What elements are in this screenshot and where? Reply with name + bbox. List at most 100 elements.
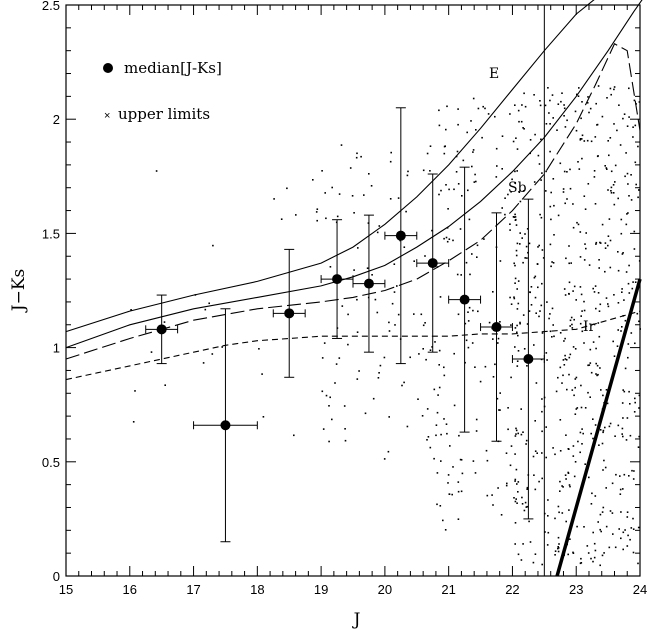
scatter-point [568, 292, 570, 295]
x-tick-label: 17 [186, 582, 200, 597]
scatter-point [573, 318, 575, 321]
scatter-point [577, 440, 579, 443]
scatter-point [557, 550, 560, 553]
scatter-point [584, 407, 587, 409]
scatter-point [501, 207, 503, 209]
scatter-point [619, 488, 622, 491]
scatter-point [391, 302, 394, 305]
x-axis-label: J [352, 610, 361, 630]
scatter-point [637, 145, 639, 148]
scatter-point [521, 104, 523, 106]
scatter-point [574, 348, 577, 350]
x-tick-label: 21 [441, 582, 455, 597]
scatter-point [456, 150, 459, 153]
scatter-point [592, 287, 594, 290]
scatter-point [552, 117, 554, 119]
scatter-point [624, 319, 627, 322]
scatter-point [579, 286, 582, 288]
scatter-point [316, 219, 318, 222]
scatter-point [583, 195, 586, 197]
scatter-point [613, 355, 616, 357]
scatter-point [632, 478, 635, 480]
scatter-point [515, 249, 518, 252]
scatter-point [553, 204, 555, 207]
scatter-point [509, 464, 512, 467]
x-tick-label: 23 [569, 582, 583, 597]
scatter-point [258, 348, 260, 350]
scatter-point [599, 241, 601, 244]
x-tick-label: 16 [123, 582, 137, 597]
scatter-point [575, 129, 578, 132]
scatter-point [356, 298, 358, 301]
scatter-point [471, 253, 473, 255]
scatter-point [610, 190, 612, 192]
scatter-point [541, 398, 543, 400]
scatter-point [472, 460, 475, 462]
scatter-point [625, 152, 627, 154]
scatter-point [624, 175, 626, 178]
scatter-point [262, 416, 265, 418]
scatter-point [634, 342, 636, 345]
scatter-point [598, 259, 600, 261]
scatter-point [516, 365, 519, 367]
scatter-point [461, 195, 463, 197]
scatter-point [321, 357, 324, 359]
scatter-point [622, 252, 624, 254]
scatter-point [526, 365, 528, 367]
legend-label-median: median[J-Ks] [124, 59, 222, 77]
scatter-point [407, 170, 409, 173]
scatter-point [455, 171, 458, 173]
scatter-point [594, 285, 597, 287]
scatter-point [321, 390, 324, 393]
scatter-point [438, 349, 441, 352]
scatter-point [376, 231, 379, 234]
scatter-point [563, 364, 566, 366]
scatter-point [439, 296, 442, 298]
scatter-point [600, 530, 602, 533]
scatter-point [606, 402, 609, 405]
scatter-point [569, 538, 571, 540]
scatter-point [583, 342, 585, 344]
scatter-point [516, 483, 518, 485]
scatter-point [599, 367, 601, 369]
scatter-point [622, 117, 624, 120]
scatter-point [520, 559, 523, 561]
scatter-point [521, 503, 524, 505]
scatter-point [602, 469, 604, 471]
scatter-point [568, 509, 570, 511]
scatter-point [626, 545, 629, 547]
scatter-point [445, 236, 448, 239]
scatter-point [557, 547, 560, 549]
scatter-point [601, 442, 604, 445]
scatter-point [580, 293, 583, 296]
scatter-point [426, 408, 429, 410]
scatter-point [452, 239, 454, 242]
x-tick-label: 20 [378, 582, 392, 597]
scatter-point [517, 350, 520, 352]
scatter-point [376, 311, 379, 314]
scatter-point [579, 256, 582, 258]
scatter-point [513, 497, 515, 499]
scatter-point [555, 390, 558, 393]
scatter-point [528, 242, 531, 245]
scatter-point [581, 310, 583, 312]
scatter-point [610, 170, 613, 173]
scatter-point [626, 125, 629, 127]
scatter-point [453, 352, 455, 355]
upper-limit-boundary [555, 278, 642, 577]
scatter-point [334, 382, 336, 384]
scatter-point [635, 183, 637, 186]
scatter-point [612, 533, 614, 535]
scatter-point [631, 287, 634, 290]
scatter-point [516, 360, 519, 362]
median-point [193, 308, 258, 543]
scatter-point [545, 456, 547, 459]
scatter-point [516, 242, 519, 245]
scatter-point [567, 448, 570, 450]
scatter-point [551, 94, 554, 96]
scatter-point [579, 322, 582, 325]
scatter-point [261, 373, 263, 375]
scatter-point [526, 488, 528, 490]
scatter-point [475, 430, 478, 432]
scatter-point [601, 115, 604, 118]
